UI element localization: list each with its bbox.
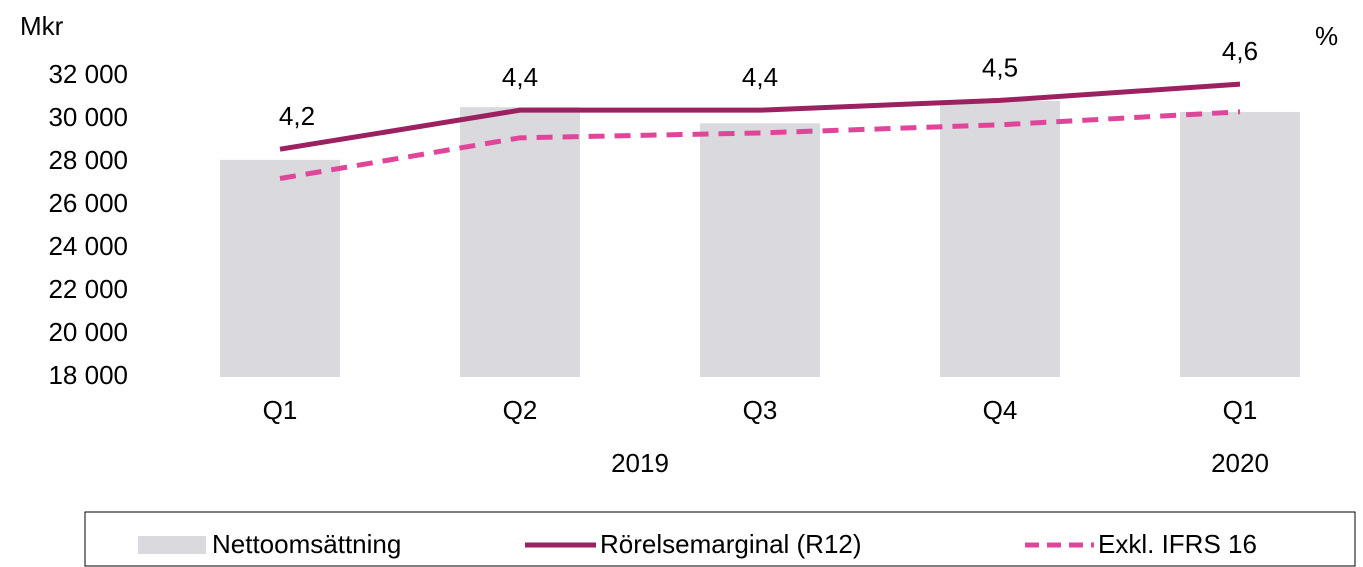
y-tick-label: 30 000 bbox=[48, 102, 128, 132]
y-tick-label: 26 000 bbox=[48, 188, 128, 218]
data-label: 4,6 bbox=[1222, 36, 1258, 66]
x-tick-label: Q4 bbox=[983, 395, 1018, 425]
x-group-label: 2019 bbox=[611, 448, 669, 478]
bar bbox=[1180, 111, 1300, 377]
data-label: 4,5 bbox=[982, 52, 1018, 82]
legend-swatch bbox=[138, 536, 206, 554]
data-label: 4,4 bbox=[742, 62, 778, 92]
y2-axis-label: % bbox=[1315, 21, 1338, 51]
y-tick-label: 18 000 bbox=[48, 360, 128, 390]
bar bbox=[220, 159, 340, 377]
y-axis-label: Mkr bbox=[20, 11, 64, 41]
legend-label: Exkl. IFRS 16 bbox=[1098, 529, 1257, 559]
y-tick-label: 32 000 bbox=[48, 59, 128, 89]
x-tick-label: Q1 bbox=[263, 395, 298, 425]
data-label: 4,2 bbox=[279, 101, 315, 131]
bar bbox=[700, 123, 820, 377]
legend-label: Rörelsemarginal (R12) bbox=[600, 529, 862, 559]
y-tick-label: 20 000 bbox=[48, 317, 128, 347]
data-label: 4,4 bbox=[502, 62, 538, 92]
legend-label: Nettoomsättning bbox=[212, 529, 401, 559]
bar bbox=[460, 107, 580, 378]
legend-box bbox=[84, 511, 1356, 567]
x-tick-label: Q1 bbox=[1223, 395, 1258, 425]
x-tick-label: Q3 bbox=[743, 395, 778, 425]
line bbox=[279, 81, 1241, 152]
bar bbox=[940, 100, 1060, 377]
x-group-label: 2020 bbox=[1211, 448, 1269, 478]
line bbox=[279, 109, 1241, 181]
y-tick-label: 24 000 bbox=[48, 231, 128, 261]
x-tick-label: Q2 bbox=[503, 395, 538, 425]
y-tick-label: 22 000 bbox=[48, 274, 128, 304]
y-tick-label: 28 000 bbox=[48, 145, 128, 175]
